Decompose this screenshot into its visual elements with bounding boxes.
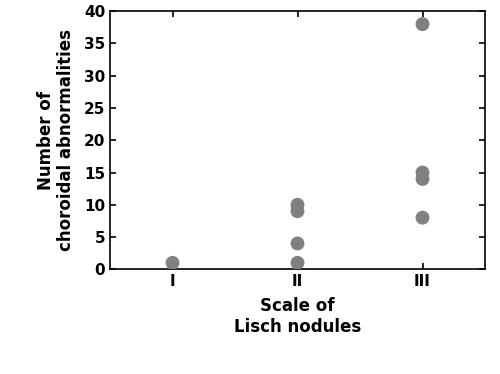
Point — [418, 215, 426, 221]
X-axis label: Scale of
Lisch nodules: Scale of Lisch nodules — [234, 297, 361, 336]
Point — [418, 169, 426, 175]
Point — [294, 202, 302, 208]
Y-axis label: Number of
choroidal abnormalities: Number of choroidal abnormalities — [36, 29, 76, 251]
Point — [168, 260, 176, 266]
Point — [294, 208, 302, 214]
Point — [418, 21, 426, 27]
Point — [294, 240, 302, 246]
Point — [294, 260, 302, 266]
Point — [418, 176, 426, 182]
